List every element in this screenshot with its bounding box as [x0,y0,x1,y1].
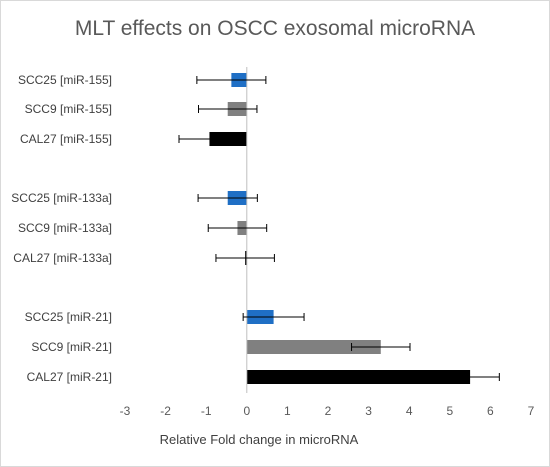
chart-title: MLT effects on OSCC exosomal microRNA [74,17,476,40]
category-label: SCC25 [miR-133a] [11,191,112,205]
category-label: SCC25 [miR-21] [25,310,112,324]
category-label: SCC9 [miR-155] [25,102,112,116]
category-label: SCC25 [miR-155] [18,73,112,87]
x-tick-label: 2 [325,404,332,418]
category-label: CAL27 [miR-133a] [13,251,112,265]
bar [246,340,381,354]
x-tick-label: -3 [120,404,131,418]
category-label: SCC9 [miR-21] [31,340,112,354]
x-tick-label: 1 [284,404,291,418]
category-label: CAL27 [miR-21] [27,370,112,384]
x-tick-label: -1 [201,404,212,418]
x-tick-label: 4 [406,404,413,418]
x-tick-label: 5 [446,404,453,418]
x-tick-label: 6 [487,404,494,418]
x-axis-label: Relative Fold change in microRNA [159,432,359,447]
category-label: CAL27 [miR-155] [20,132,112,146]
category-label: SCC9 [miR-133a] [18,221,112,235]
x-tick-label: -2 [160,404,171,418]
x-tick-label: 7 [528,404,535,418]
x-tick-label: 0 [243,404,250,418]
bar [246,370,471,384]
x-tick-label: 3 [365,404,372,418]
